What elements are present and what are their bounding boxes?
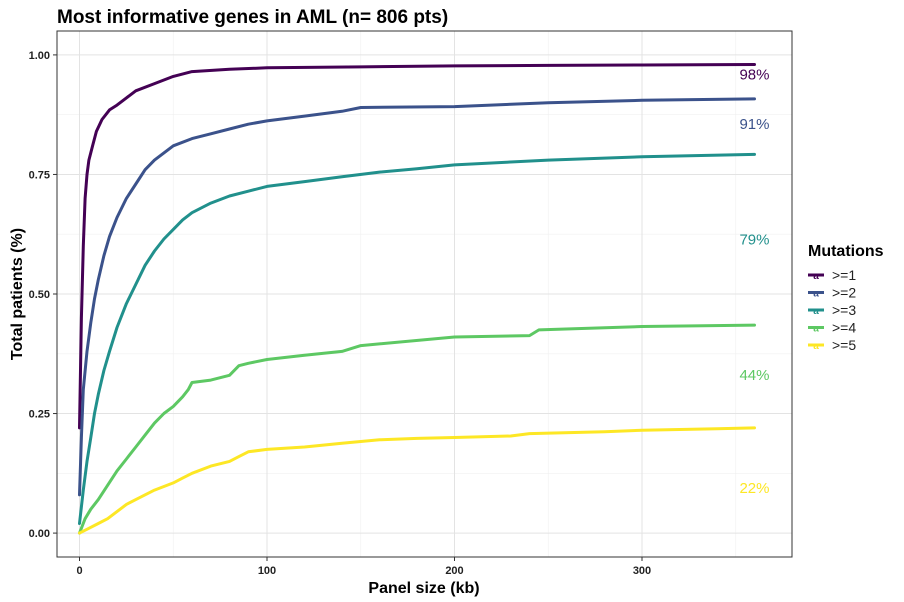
legend-item: a >=4 bbox=[808, 320, 856, 336]
legend: Mutations a >=1 a >=2 a >=3 a >=4 a >=5 bbox=[808, 243, 884, 353]
legend-item: a >=3 bbox=[808, 302, 856, 318]
legend-title: Mutations bbox=[808, 243, 884, 260]
end-label-3: 79% bbox=[739, 231, 769, 248]
y-tick-label: 1.00 bbox=[29, 50, 50, 62]
series-line-1 bbox=[78, 63, 756, 430]
x-axis-title: Panel size (kb) bbox=[368, 580, 479, 597]
legend-item: a >=2 bbox=[808, 285, 856, 301]
x-tick-label: 100 bbox=[258, 565, 276, 577]
y-tick-label: 0.50 bbox=[29, 289, 50, 301]
grid bbox=[57, 31, 792, 557]
legend-label: >=1 bbox=[832, 267, 856, 283]
legend-item: a >=5 bbox=[808, 337, 856, 353]
end-labels: 98% 91% 79% 44% 22% bbox=[739, 66, 769, 496]
legend-key-glyph: a bbox=[813, 341, 819, 352]
end-label-1: 98% bbox=[739, 66, 769, 83]
legend-key-glyph: a bbox=[813, 271, 819, 282]
series-line-5 bbox=[78, 426, 756, 535]
y-tick-label: 0.00 bbox=[29, 528, 50, 540]
series-line-4 bbox=[78, 323, 756, 535]
y-tick-label: 0.75 bbox=[29, 169, 50, 181]
legend-label: >=4 bbox=[832, 320, 856, 336]
axis-ticks: 0 100 200 300 0.00 0.25 0.50 0.75 1.00 bbox=[29, 50, 652, 577]
legend-key-glyph: a bbox=[813, 289, 819, 300]
x-tick-label: 200 bbox=[445, 565, 463, 577]
x-tick-label: 0 bbox=[76, 565, 82, 577]
legend-key-glyph: a bbox=[813, 324, 819, 335]
end-label-4: 44% bbox=[739, 367, 769, 384]
legend-item: a >=1 bbox=[808, 267, 856, 283]
series-lines bbox=[78, 63, 756, 535]
legend-label: >=5 bbox=[832, 337, 856, 353]
end-label-5: 22% bbox=[739, 480, 769, 497]
series-line-3 bbox=[78, 152, 756, 525]
chart-title: Most informative genes in AML (n= 806 pt… bbox=[57, 7, 448, 28]
y-tick-label: 0.25 bbox=[29, 409, 50, 421]
legend-key-glyph: a bbox=[813, 306, 819, 317]
end-label-2: 91% bbox=[739, 116, 769, 133]
legend-items: a >=1 a >=2 a >=3 a >=4 a >=5 bbox=[808, 267, 856, 353]
legend-label: >=3 bbox=[832, 302, 856, 318]
y-axis-title: Total patients (%) bbox=[9, 228, 26, 360]
legend-label: >=2 bbox=[832, 285, 856, 301]
series-line-2 bbox=[78, 97, 756, 497]
x-tick-label: 300 bbox=[633, 565, 651, 577]
